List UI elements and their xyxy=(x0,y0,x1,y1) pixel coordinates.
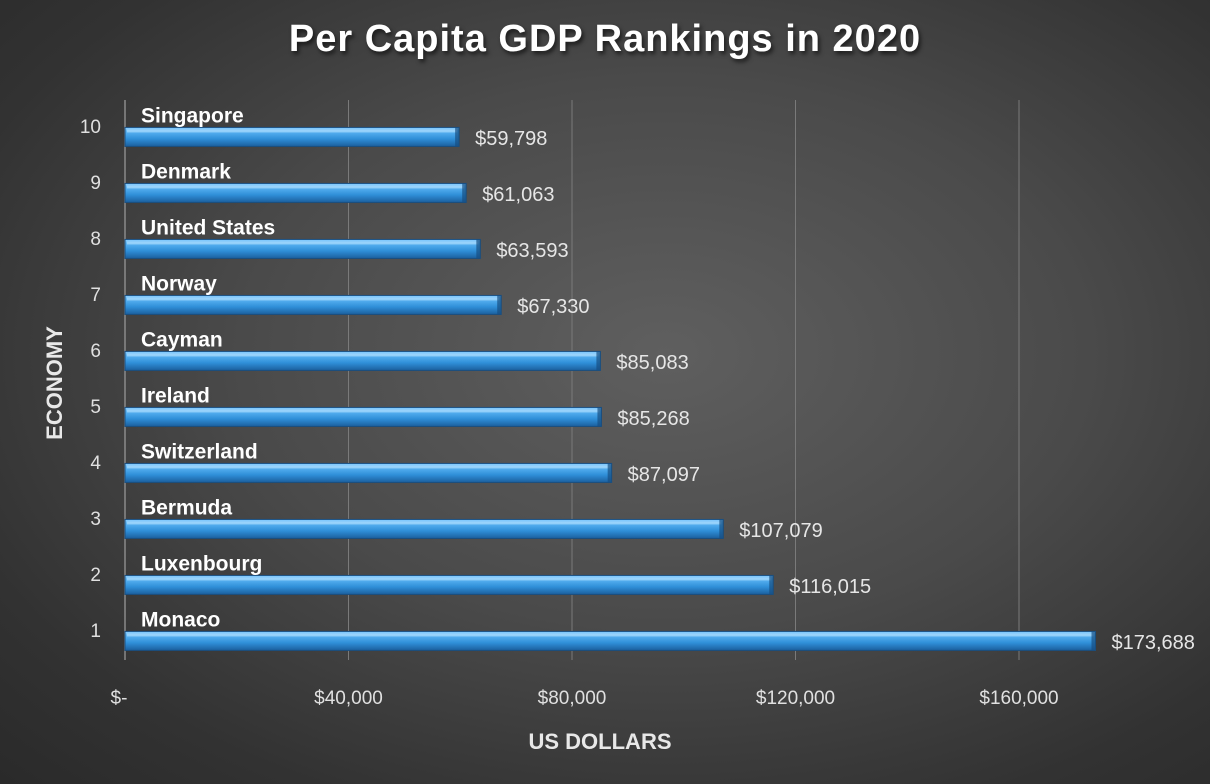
category-label: United States xyxy=(141,216,275,239)
bar-highlight xyxy=(127,353,599,357)
value-label: $116,015 xyxy=(789,576,871,598)
bar-highlight xyxy=(127,409,600,413)
bar-end-cap xyxy=(497,295,502,315)
value-label: $85,268 xyxy=(617,408,689,430)
bar-end-cap xyxy=(596,351,601,371)
category-label: Switzerland xyxy=(141,440,258,463)
bar-end-cap xyxy=(1091,631,1096,651)
y-tick-label: 5 xyxy=(90,397,101,418)
value-label: $173,688 xyxy=(1111,632,1194,654)
x-tick-label: $160,000 xyxy=(979,688,1058,709)
bar-end-cap xyxy=(455,127,460,147)
bar-end-cap xyxy=(476,239,481,259)
bar-highlight xyxy=(127,521,722,525)
y-tick-label: 7 xyxy=(90,285,101,306)
value-label: $61,063 xyxy=(482,184,554,206)
y-tick-label: 1 xyxy=(90,621,101,642)
y-axis-title: ECONOMY xyxy=(42,326,67,440)
category-label: Ireland xyxy=(141,384,210,407)
value-label: $63,593 xyxy=(496,240,568,262)
bar-end-cap xyxy=(769,575,774,595)
category-label: Luxenbourg xyxy=(141,552,262,575)
bar-highlight xyxy=(127,241,479,245)
x-tick-label: $40,000 xyxy=(314,688,383,709)
labels: $- $40,000 $80,000 $120,000 $160,000 Monaco $1… xyxy=(80,104,1195,709)
category-label: Denmark xyxy=(141,160,231,183)
value-label: $59,798 xyxy=(475,128,547,150)
y-tick-label: 10 xyxy=(80,117,101,138)
bar-highlight xyxy=(127,465,610,469)
bar-highlight xyxy=(127,129,458,133)
bar-highlight xyxy=(127,297,500,301)
bar-highlight xyxy=(127,577,772,581)
category-label: Cayman xyxy=(141,328,223,351)
y-tick-label: 9 xyxy=(90,173,101,194)
value-label: $87,097 xyxy=(628,464,700,486)
value-label: $67,330 xyxy=(517,296,589,318)
value-label: $107,079 xyxy=(739,520,822,542)
category-label: Singapore xyxy=(141,104,244,127)
bar-end-cap xyxy=(607,463,612,483)
x-axis-title: US DOLLARS xyxy=(529,729,672,754)
bars xyxy=(124,126,1096,651)
y-tick-label: 3 xyxy=(90,509,101,530)
category-label: Bermuda xyxy=(141,496,232,519)
category-label: Norway xyxy=(141,272,217,295)
x-tick-label: $- xyxy=(111,688,128,709)
y-tick-label: 2 xyxy=(90,565,101,586)
chart-title: Per Capita GDP Rankings in 2020 xyxy=(288,18,922,60)
x-tick-label: $120,000 xyxy=(756,688,835,709)
bar-end-cap xyxy=(597,407,602,427)
bar-end-cap xyxy=(719,519,724,539)
y-tick-label: 6 xyxy=(90,341,101,362)
bar-highlight xyxy=(127,633,1094,637)
y-tick-label: 4 xyxy=(90,453,101,474)
x-tick-label: $80,000 xyxy=(538,688,607,709)
bar-end-cap xyxy=(462,183,467,203)
bar-highlight xyxy=(127,185,465,189)
value-label: $85,083 xyxy=(616,352,688,374)
y-tick-label: 8 xyxy=(90,229,101,250)
category-label: Monaco xyxy=(141,608,220,631)
